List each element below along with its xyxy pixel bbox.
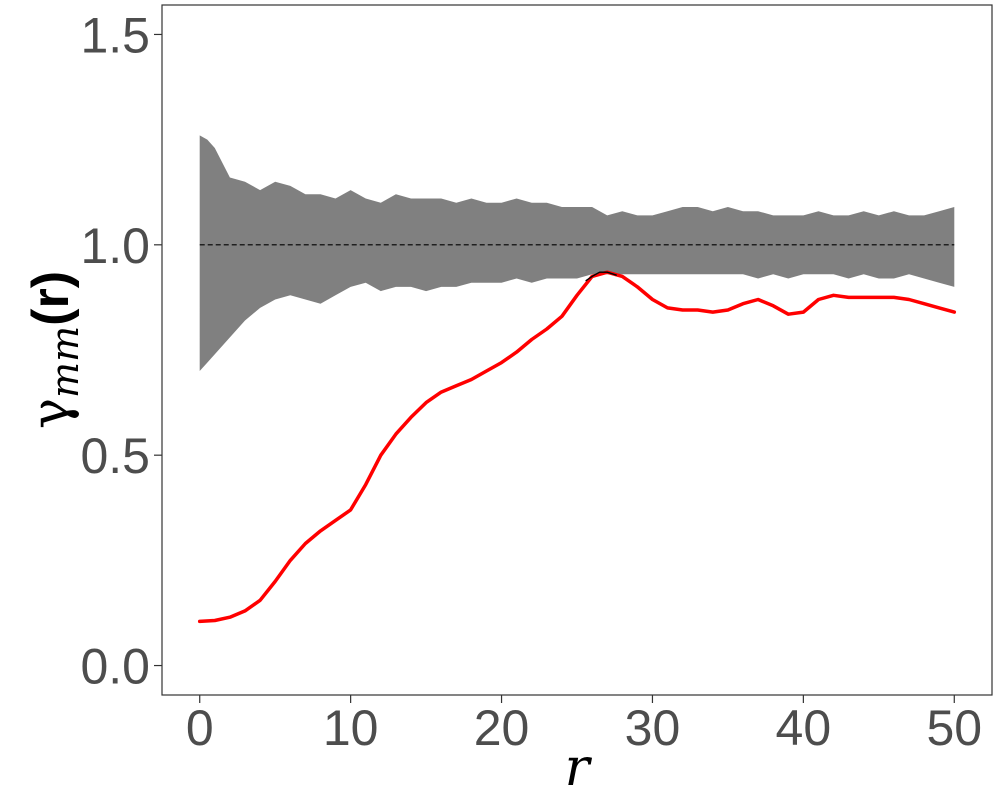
simulation-envelope [199, 135, 955, 371]
plot-panel [161, 4, 993, 696]
y-tick-label: 0.0 [80, 639, 150, 695]
series-layer [197, 270, 957, 624]
above-envelope-segment [585, 271, 617, 282]
y-tick-label: 1.0 [80, 218, 150, 274]
y-axis-title-arg: (r) [22, 271, 80, 326]
y-tick-label: 0.5 [80, 428, 150, 484]
envelope-layer [199, 135, 955, 371]
y-axis-title-subscript: mm [43, 326, 87, 398]
y-axis-title: γmm(r) [21, 271, 87, 429]
x-tick-label: 20 [474, 700, 530, 756]
x-tick-label: 30 [625, 700, 681, 756]
observed-series-line [197, 270, 957, 624]
x-axis-title: r [565, 738, 593, 798]
x-axis: 0 10 20 30 40 50 [186, 695, 982, 756]
x-tick-label: 10 [323, 700, 379, 756]
x-tick-label: 0 [186, 700, 214, 756]
y-axis-title-symbol: γ [21, 398, 81, 429]
x-tick-label: 40 [776, 700, 832, 756]
x-tick-label: 50 [926, 700, 982, 756]
y-axis: 0.0 0.5 1.0 1.5 [80, 7, 162, 695]
y-tick-label: 1.5 [80, 7, 150, 63]
